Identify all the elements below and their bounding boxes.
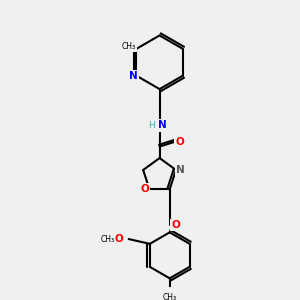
Text: N: N bbox=[158, 121, 167, 130]
Text: CH₃: CH₃ bbox=[163, 293, 177, 300]
Text: N: N bbox=[129, 71, 138, 81]
Text: N: N bbox=[176, 165, 185, 175]
Text: O: O bbox=[140, 184, 149, 194]
Text: O: O bbox=[115, 234, 124, 244]
Text: O: O bbox=[171, 220, 180, 230]
Text: H: H bbox=[148, 121, 155, 130]
Text: O: O bbox=[175, 137, 184, 147]
Text: CH₃: CH₃ bbox=[100, 235, 115, 244]
Text: CH₃: CH₃ bbox=[122, 42, 136, 51]
